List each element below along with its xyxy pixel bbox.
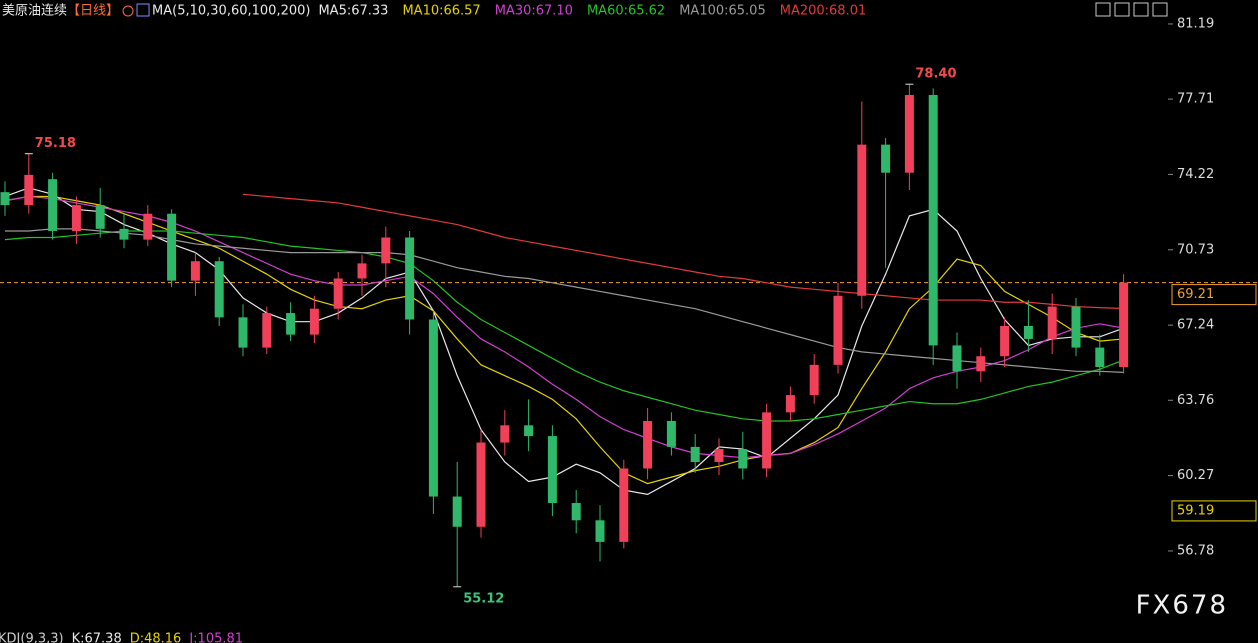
ma-line [242,193,1124,310]
candle-body [357,263,367,279]
candle-body [1023,325,1033,339]
icon[interactable] [1152,2,1168,17]
candle-body [476,442,486,527]
icon[interactable] [1114,2,1130,17]
candle-body [524,425,534,437]
candle-body [500,425,510,443]
watermark: FX678 [1136,591,1228,621]
ma-line [4,195,1124,459]
candle-body [381,237,391,264]
y-tick-label: 70.73 [1177,242,1214,257]
header-text: MA200:68.01 [780,4,867,19]
header-text: MA60:65.62 [587,4,665,19]
footer-text: KDJ(9,3,3) [0,632,64,643]
candle-body [643,420,653,469]
candle-body [714,449,724,463]
candle-body [762,412,772,469]
candle-body [571,503,581,521]
header-text: 【日线】 [67,4,119,19]
candle-body [1071,306,1081,348]
price-box [1171,500,1257,522]
candle-body [405,237,415,320]
footer-text: D:48.16 [130,632,182,643]
header-text: MA10:66.57 [402,4,480,19]
header-text: MA100:65.05 [679,4,766,19]
candle-body [904,94,914,173]
candle-body [809,364,819,396]
candle-body [24,174,34,206]
annotation: 75.18 [35,136,76,151]
candle-body [738,449,748,469]
header-text: MA30:67.10 [495,4,573,19]
candle-body [190,261,200,281]
candle-body [167,213,177,281]
candle-body [595,520,605,542]
y-tick-label: 67.24 [1177,318,1214,333]
header-text: 美原油连续 [2,3,67,19]
y-tick-label: 74.22 [1177,167,1214,182]
candle-body [238,317,248,348]
candle-body [928,94,938,346]
candle-body [262,313,272,348]
candle-body [833,295,843,365]
candle-body [619,468,629,542]
annotation: 78.40 [915,67,956,82]
y-tick-label: 81.19 [1177,16,1214,31]
y-tick-label: 56.78 [1177,543,1214,558]
candle-body [0,192,10,206]
candle-body [881,144,891,173]
candle-body [71,205,81,232]
header-icon [136,3,150,17]
candle-body [286,313,296,335]
candle-body [309,308,319,335]
candle-body [214,261,224,318]
icon[interactable] [1095,2,1111,17]
candle-body [48,179,58,232]
candle-body [1047,306,1057,339]
candle-body [785,395,795,413]
candle-body [95,205,105,229]
candle-body [952,345,962,372]
candle-body [119,228,129,240]
price-label: 69.21 [1177,287,1214,302]
candle-body [1000,325,1010,357]
header-text: MA(5,10,30,60,100,200) [152,4,310,19]
candle-body [1119,282,1129,368]
candle-body [547,436,557,504]
y-tick-label: 63.76 [1177,393,1214,408]
y-tick-label: 77.71 [1177,92,1214,107]
ma-line [4,230,1124,422]
annotation: 55.12 [463,591,504,606]
y-tick-label: 60.27 [1177,468,1214,483]
price-box [1171,284,1257,306]
candle-body [333,278,343,309]
candle-body [428,319,438,497]
price-label: 59.19 [1177,503,1214,518]
candle-body [143,213,153,240]
icon[interactable] [1133,2,1149,17]
ma-line [5,228,1124,374]
candle-body [666,420,676,447]
toolbar-icons [1095,2,1168,17]
header-text: MA5:67.33 [318,4,388,19]
candle-body [857,144,867,296]
candle-body [976,356,986,372]
candle-body [690,446,700,463]
footer-text: J:105.81 [188,632,243,643]
candle-body [452,496,462,527]
candle-body [1095,347,1105,368]
header-icon [122,5,134,17]
footer-text: K:67.38 [72,632,122,643]
